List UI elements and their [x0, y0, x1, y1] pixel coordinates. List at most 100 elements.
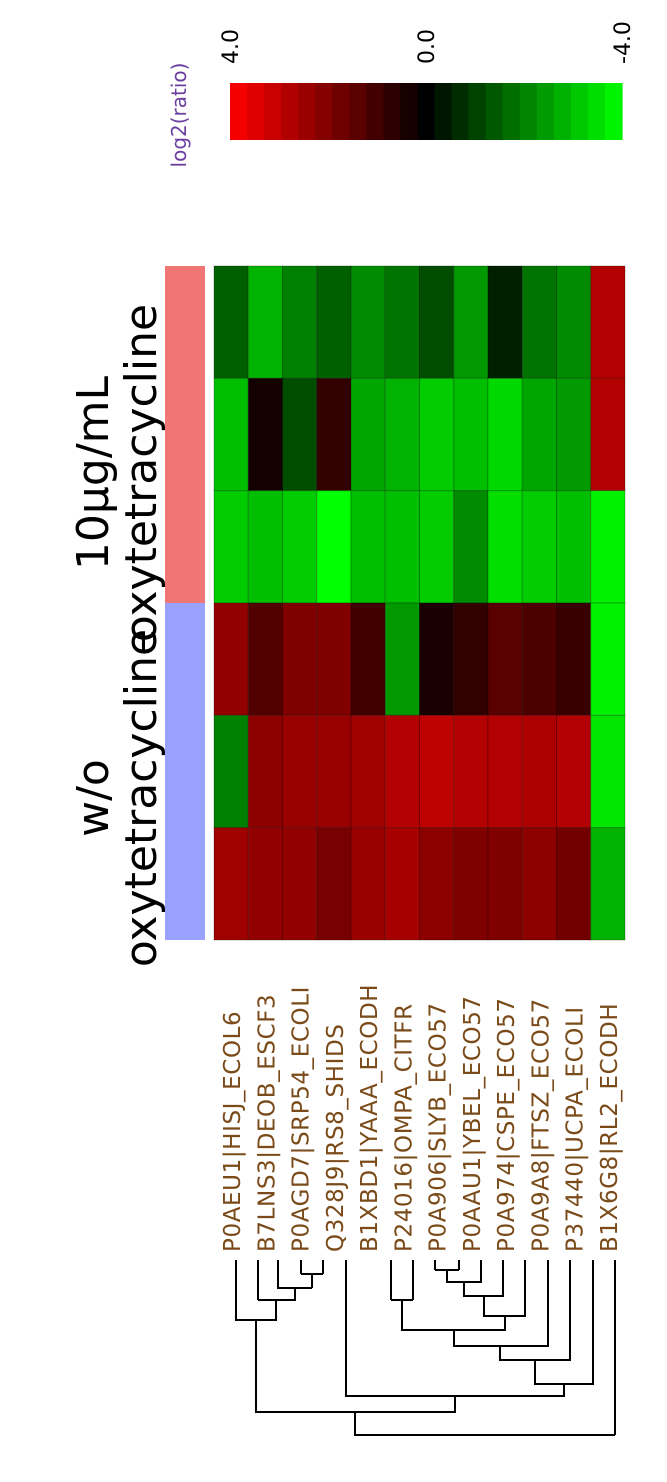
scale-swatch [400, 83, 419, 140]
heatmap-cell [213, 827, 249, 941]
heatmap-cell [316, 377, 352, 492]
heatmap-cell [350, 265, 386, 379]
heatmap-cell [556, 714, 592, 829]
scale-tick-label: 4.0 [219, 29, 244, 64]
heatmap-cell [384, 490, 420, 604]
scale-swatch [349, 83, 367, 140]
scale-swatch [536, 83, 555, 140]
heatmap-cell [556, 377, 592, 492]
heatmap-cell [384, 827, 420, 941]
scale-swatch [468, 83, 487, 140]
scale-swatch [230, 83, 248, 140]
heatmap-cell [213, 714, 249, 829]
gene-label: P0A906|SLYB_ECO57 [426, 1002, 452, 1252]
heatmap-cell [316, 265, 352, 379]
group-color-bars [165, 266, 205, 940]
heatmap-cell [247, 490, 283, 604]
heatmap-cell [487, 714, 523, 829]
heatmap-cell [521, 714, 557, 829]
heatmap-cell [282, 827, 318, 941]
heatmap-cell [590, 490, 626, 604]
heatmap-cell [419, 377, 455, 492]
heatmap-cell [487, 265, 523, 379]
heatmap-cell [282, 490, 318, 604]
scale-swatch [332, 83, 350, 140]
heatmap-cell [521, 377, 557, 492]
gene-label: P0AAU1|YBEL_ECO57 [460, 995, 486, 1252]
scale-swatch [519, 83, 538, 140]
gene-labels: P0AEU1|HISJ_ECOL6 B7LNS3|DEOB_ESCF3 P0AGD7… [220, 984, 623, 1252]
scale-swatch [383, 83, 402, 140]
group-label-treated-line1: 10μg/mL [68, 375, 119, 571]
scale-swatch [587, 83, 606, 140]
color-scale-bar [230, 83, 623, 140]
heatmap-cell [590, 714, 626, 829]
scale-tick-label: 0.0 [415, 29, 440, 64]
scale-swatch [570, 83, 589, 140]
heatmap-cell [521, 602, 557, 716]
heatmap-cell [350, 602, 386, 716]
heatmap-cell [384, 377, 420, 492]
gene-label: P24016|OMPA_CITFR [391, 1003, 417, 1252]
heatmap-cell [247, 265, 283, 379]
heatmap-cell [350, 377, 386, 492]
gene-label: Q328J9|RS8_SHIDS [323, 1024, 349, 1252]
scale-swatch [451, 83, 470, 140]
heatmap-cell [213, 490, 249, 604]
heatmap-cell [419, 714, 455, 829]
scale-swatch [553, 83, 572, 140]
gene-label: P0A9A8|FTSZ_ECO57 [528, 998, 554, 1252]
scale-swatch [298, 83, 316, 140]
group-bar-0 [165, 266, 205, 603]
heatmap-cell [590, 827, 626, 941]
heatmap-cell [350, 490, 386, 604]
heatmap-cell [521, 265, 557, 379]
heatmap-cell [453, 490, 489, 604]
heatmap-cell [487, 490, 523, 604]
scale-swatch [281, 83, 299, 140]
gene-label: P37440|UCPA_ECOLI [563, 1006, 589, 1252]
scale-swatch [502, 83, 521, 140]
scale-title: log2(ratio) [167, 62, 191, 168]
heatmap-cell [419, 265, 455, 379]
group-label-treated: 10μg/mL oxytetracycline [68, 293, 167, 653]
heatmap-cell [384, 602, 420, 716]
heatmap-cell [316, 827, 352, 941]
heatmap-cell [453, 377, 489, 492]
gene-label: B1XBD1|YAAA_ECODH [357, 984, 383, 1252]
heatmap-cell [419, 490, 455, 604]
group-label-treated-line2: oxytetracycline [116, 303, 167, 643]
heatmap-cell [384, 265, 420, 379]
heatmap-cell [247, 602, 283, 716]
heatmap-cell [282, 377, 318, 492]
heatmap-cell [487, 602, 523, 716]
heatmap-cell [590, 602, 626, 716]
heatmap-cell [487, 827, 523, 941]
scale-swatch [315, 83, 333, 140]
heatmap-cell [247, 827, 283, 941]
heatmap-cell [213, 265, 249, 379]
scale-swatch [264, 83, 282, 140]
heatmap-cell [282, 265, 318, 379]
heatmap-cell [419, 602, 455, 716]
heatmap-cell [316, 602, 352, 716]
heatmap-cell [556, 602, 592, 716]
heatmap-cell [419, 827, 455, 941]
scale-swatch [417, 83, 436, 140]
heatmap-cell [282, 714, 318, 829]
gene-label: P0AGD7|SRP54_ECOLI [289, 986, 315, 1252]
group-label-control: w/o oxytetracycline [68, 618, 167, 978]
scale-tick-label: -4.0 [611, 21, 636, 64]
heatmap-cell [556, 265, 592, 379]
group-label-control-line2: oxytetracycline [116, 628, 167, 968]
heatmap-cells [213, 265, 626, 941]
gene-dendrogram [235, 1260, 616, 1436]
scale-swatch [485, 83, 504, 140]
heatmap-cell [282, 602, 318, 716]
gene-label: B1X6G8|RL2_ECODH [597, 1003, 623, 1252]
heatmap-cell [556, 490, 592, 604]
heatmap-cell [590, 265, 626, 379]
heatmap-cell [556, 827, 592, 941]
heatmap-cell [487, 377, 523, 492]
